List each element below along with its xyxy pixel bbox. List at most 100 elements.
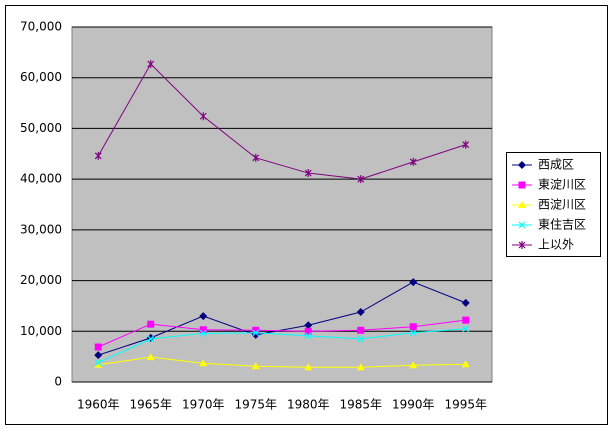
marker — [462, 316, 470, 324]
marker — [304, 321, 313, 330]
marker — [251, 362, 260, 370]
marker — [409, 323, 417, 331]
marker-part — [199, 326, 207, 334]
marker-part — [252, 329, 260, 337]
marker-part — [409, 361, 418, 369]
marker — [94, 359, 102, 367]
marker — [199, 326, 207, 334]
x-tick-label: 1980年 — [287, 398, 330, 412]
marker-part — [94, 359, 102, 367]
marker-part — [199, 329, 207, 337]
marker-part — [304, 363, 313, 371]
marker — [409, 361, 418, 369]
marker — [199, 329, 207, 337]
marker-part — [147, 60, 155, 69]
marker — [199, 112, 207, 121]
marker-part — [357, 175, 365, 184]
marker — [409, 278, 418, 287]
series-line — [98, 319, 466, 348]
marker — [252, 153, 260, 162]
marker — [518, 221, 526, 229]
marker-part — [518, 201, 526, 208]
marker-part — [94, 360, 103, 368]
marker — [147, 320, 155, 328]
marker — [94, 151, 102, 160]
marker-part — [199, 359, 208, 367]
marker — [409, 157, 417, 166]
marker-part — [518, 161, 526, 169]
marker — [518, 241, 526, 249]
marker-part — [409, 329, 417, 337]
marker-part — [461, 298, 470, 307]
legend-label: 西成区 — [538, 158, 574, 172]
marker — [356, 308, 365, 317]
x-tick-label: 1995年 — [444, 398, 487, 412]
marker — [199, 312, 208, 321]
marker — [357, 335, 365, 343]
legend-label: 上以外 — [538, 238, 574, 252]
marker — [356, 363, 365, 371]
marker-part — [252, 326, 260, 334]
marker — [147, 60, 155, 69]
marker — [94, 360, 103, 368]
y-tick-label: 10,000 — [20, 324, 62, 338]
x-tick-label: 1975年 — [234, 398, 277, 412]
marker — [252, 326, 260, 334]
marker — [252, 329, 260, 337]
marker — [409, 329, 417, 337]
marker-part — [94, 351, 103, 360]
marker-part — [409, 278, 418, 287]
marker-part — [147, 320, 155, 328]
legend-label: 西淀川区 — [538, 198, 586, 212]
marker — [304, 332, 312, 340]
marker — [357, 175, 365, 184]
x-tick-label: 1985年 — [339, 398, 382, 412]
marker-part — [518, 241, 526, 249]
marker-part — [146, 353, 155, 361]
marker-part — [409, 323, 417, 331]
marker-part — [199, 112, 207, 121]
marker-part — [357, 326, 365, 334]
series-line — [98, 281, 466, 356]
y-tick-label: 0 — [54, 375, 62, 389]
marker — [304, 169, 312, 178]
x-tick-label: 1960年 — [77, 398, 120, 412]
marker — [357, 326, 365, 334]
marker — [518, 161, 526, 169]
x-tick-label: 1990年 — [392, 398, 435, 412]
marker-part — [94, 343, 102, 351]
marker-part — [252, 153, 260, 162]
marker-part — [94, 151, 102, 160]
marker-part — [409, 157, 417, 166]
marker — [518, 181, 526, 189]
marker-part — [304, 321, 313, 330]
series-line — [98, 328, 466, 364]
marker — [147, 335, 155, 343]
y-tick-label: 50,000 — [20, 121, 62, 135]
y-tick-label: 70,000 — [20, 20, 62, 34]
marker — [199, 359, 208, 367]
plot-area — [71, 26, 493, 383]
marker-part — [199, 312, 208, 321]
marker — [146, 353, 155, 361]
y-tick-label: 40,000 — [20, 172, 62, 186]
marker — [94, 343, 102, 351]
marker-part — [462, 140, 470, 149]
marker — [462, 140, 470, 149]
marker — [518, 201, 526, 208]
marker — [462, 325, 470, 333]
y-tick-label: 60,000 — [20, 70, 62, 84]
marker — [94, 351, 103, 360]
marker-part — [356, 363, 365, 371]
marker-part — [357, 335, 365, 343]
x-tick-label: 1965年 — [129, 398, 172, 412]
series-line — [98, 356, 466, 368]
marker-part — [304, 327, 312, 335]
legend-label: 東淀川区 — [538, 178, 586, 192]
marker — [461, 360, 470, 368]
marker-part — [356, 308, 365, 317]
y-tick-label: 30,000 — [20, 222, 62, 236]
legend-label: 東住吉区 — [538, 218, 586, 232]
marker-part — [147, 335, 155, 343]
